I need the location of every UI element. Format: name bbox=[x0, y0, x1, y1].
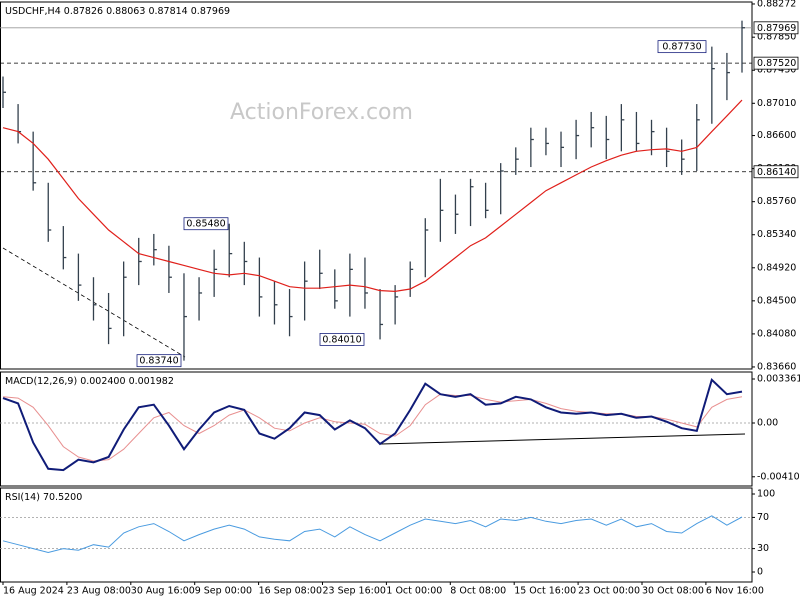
panel-header: USDCHF,H4 0.87826 0.88063 0.87814 0.8796… bbox=[5, 6, 230, 17]
price-annotation bbox=[319, 333, 365, 346]
price-annotation bbox=[183, 217, 229, 231]
header-value: 0.001982 bbox=[129, 376, 174, 387]
y-tick-label: 0.88272 bbox=[757, 0, 796, 9]
level-box bbox=[753, 165, 799, 179]
y-tick-label: -0.004108 bbox=[757, 471, 800, 482]
panel-title: USDCHF,H4 bbox=[5, 6, 61, 17]
y-tick-label: 70 bbox=[757, 512, 769, 523]
level-label: 0.87520 bbox=[757, 58, 796, 69]
y-tick-label: 0.87010 bbox=[757, 98, 796, 109]
y-tick-label: 30 bbox=[757, 543, 769, 554]
y-tick-label: 0.87430 bbox=[757, 65, 796, 76]
price-annotation bbox=[657, 40, 707, 54]
x-tick-label: 16 Aug 2024 bbox=[3, 586, 64, 597]
x-tick-label: 1 Oct 00:00 bbox=[386, 586, 442, 597]
indicator-line bbox=[2, 515, 743, 554]
x-tick-label: 9 Sep 00:00 bbox=[195, 586, 252, 597]
x-tick-label: 23 Sep 16:00 bbox=[323, 586, 386, 597]
panel-frame bbox=[0, 371, 753, 487]
y-tick-label: 0.003361 bbox=[757, 374, 800, 385]
level-label: 0.86140 bbox=[757, 167, 796, 178]
panel-title: RSI(14) bbox=[5, 492, 40, 503]
y-tick-label: 0.00 bbox=[757, 418, 778, 429]
watermark: ActionForex.com bbox=[230, 100, 413, 125]
x-tick-label: 15 Oct 16:00 bbox=[514, 586, 576, 597]
x-tick-label: 30 Oct 08:00 bbox=[642, 586, 704, 597]
x-tick-label: 23 Oct 00:00 bbox=[578, 586, 640, 597]
y-tick-label: 0.86600 bbox=[757, 130, 796, 141]
x-tick-label: 30 Aug 16:00 bbox=[131, 586, 195, 597]
panel-title: MACD(12,26,9) bbox=[5, 376, 77, 387]
header-value: 0.87826 bbox=[64, 6, 103, 17]
x-tick-label: 23 Aug 08:00 bbox=[67, 586, 131, 597]
header-value: 70.5200 bbox=[43, 492, 82, 503]
y-tick-label: 0.84920 bbox=[757, 262, 796, 273]
y-tick-label: 0.85760 bbox=[757, 196, 796, 207]
price-annotation-label: 0.85480 bbox=[186, 219, 225, 230]
panel-header: MACD(12,26,9) 0.002400 0.001982 bbox=[5, 376, 174, 387]
y-tick-label: 0.85340 bbox=[757, 229, 796, 240]
header-value: 0.002400 bbox=[80, 376, 125, 387]
y-tick-label: 0.84500 bbox=[757, 295, 796, 306]
header-value: 0.87969 bbox=[191, 6, 230, 17]
y-tick-label: 0.84080 bbox=[757, 328, 796, 339]
price-annotation-label: 0.83740 bbox=[139, 356, 178, 367]
level-box bbox=[753, 56, 799, 70]
indicator-line bbox=[2, 377, 743, 472]
panel-frame bbox=[0, 1, 753, 370]
header-value: 0.88063 bbox=[106, 6, 145, 17]
price-annotation-label: 0.87730 bbox=[662, 42, 701, 53]
last-price-label: 0.87969 bbox=[757, 23, 796, 34]
moving-average-line bbox=[2, 99, 743, 293]
price-annotation bbox=[136, 354, 182, 368]
last-price-box bbox=[753, 21, 799, 35]
y-tick-label: 0 bbox=[757, 567, 763, 578]
x-tick-label: 16 Sep 08:00 bbox=[259, 586, 322, 597]
y-tick-label: 0.87850 bbox=[757, 32, 796, 43]
trend-line bbox=[379, 433, 746, 445]
y-tick-label: 100 bbox=[757, 489, 775, 500]
price-annotation-label: 0.84010 bbox=[322, 334, 361, 345]
x-tick-label: 6 Nov 16:00 bbox=[706, 586, 764, 597]
header-value: 0.87814 bbox=[148, 6, 187, 17]
x-tick-label: 8 Oct 08:00 bbox=[450, 586, 506, 597]
y-tick-label: 0.83660 bbox=[757, 361, 796, 372]
panel-header: RSI(14) 70.5200 bbox=[5, 492, 82, 503]
panel-frame bbox=[0, 487, 753, 583]
